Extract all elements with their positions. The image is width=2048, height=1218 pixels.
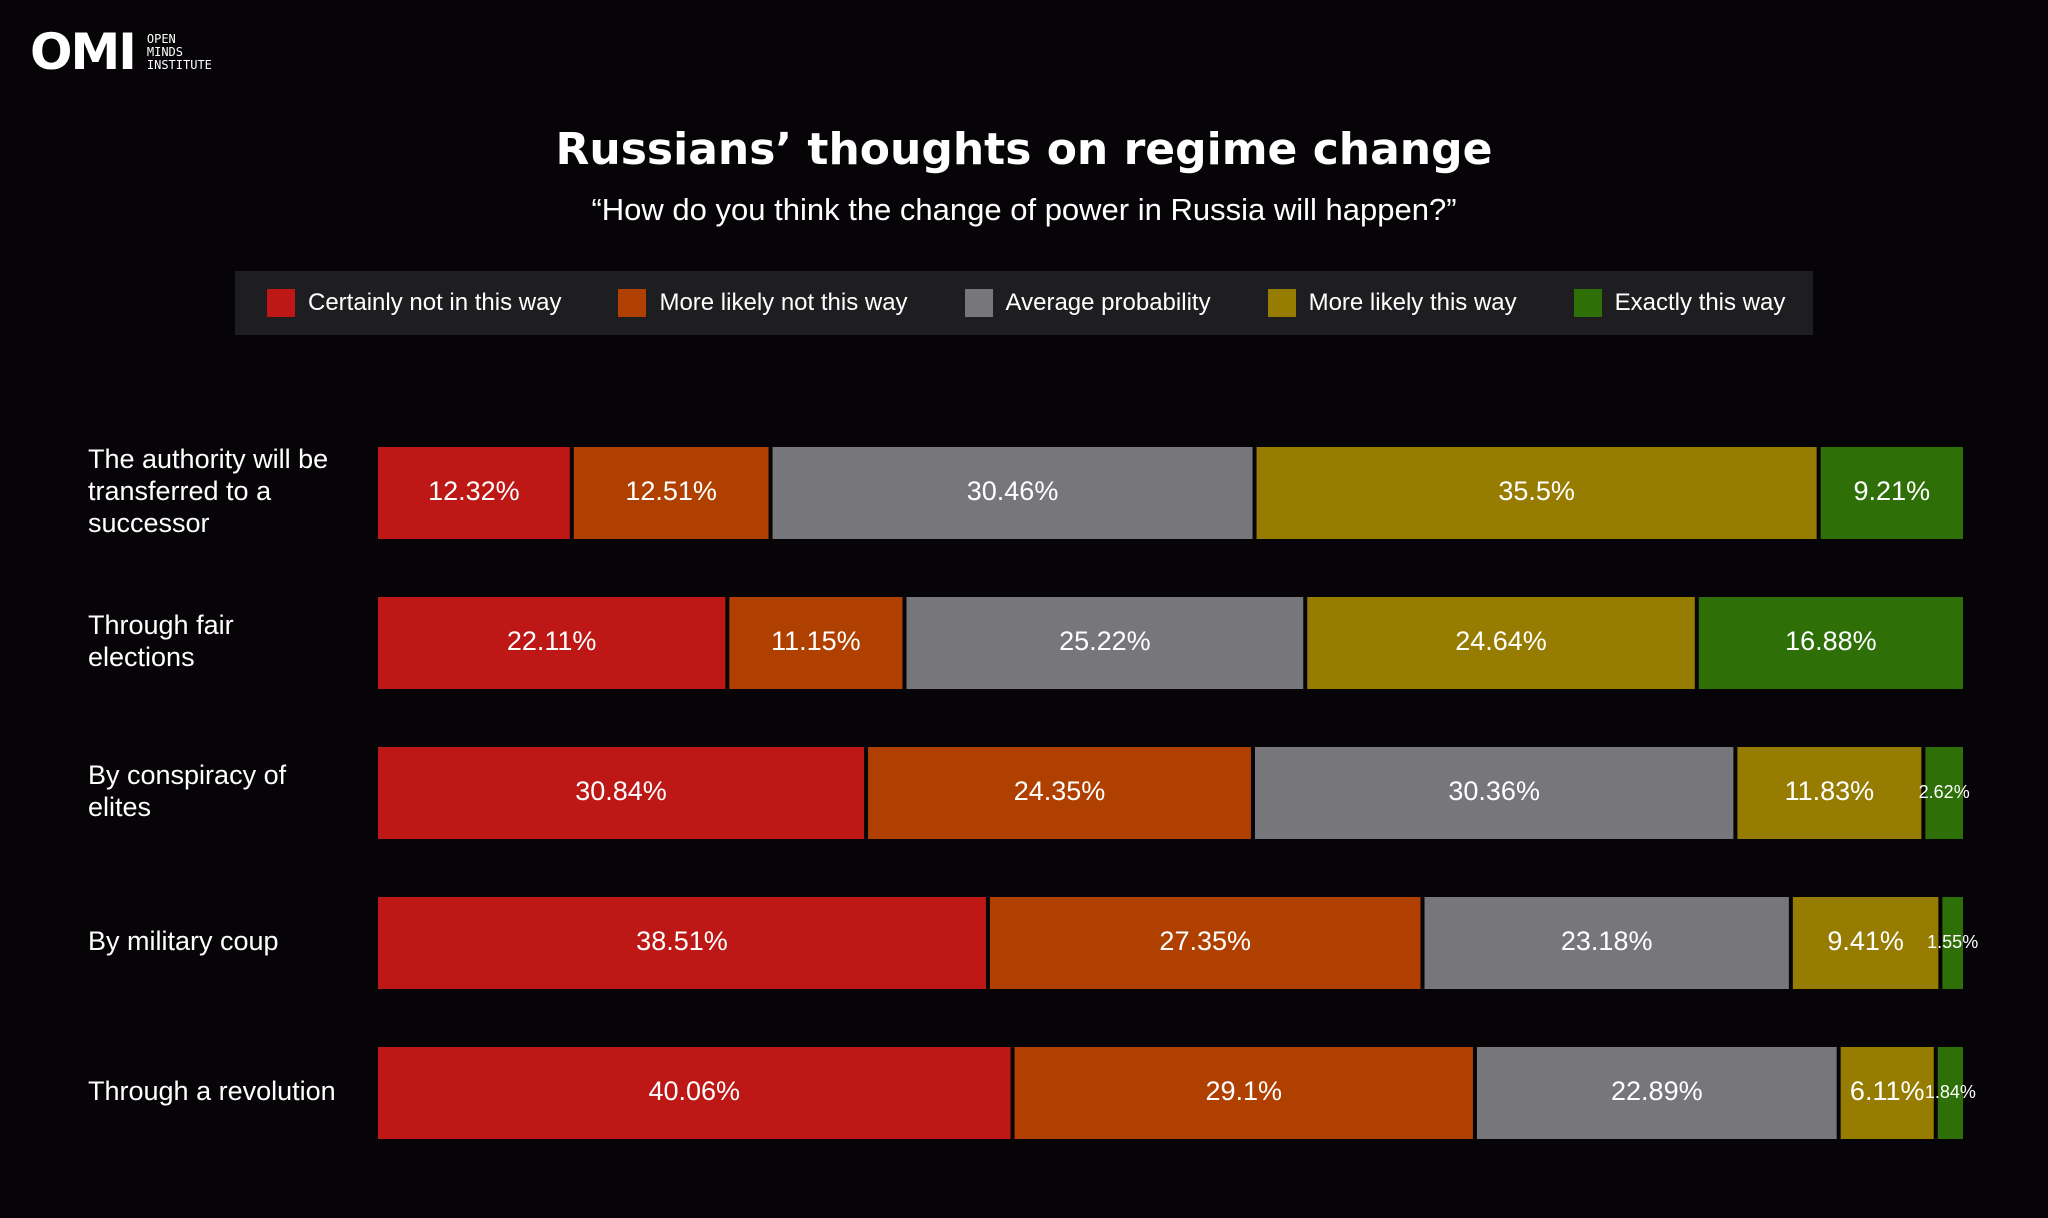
category-label: Through fair elections xyxy=(88,610,234,672)
data-label: 30.84% xyxy=(575,776,667,806)
bar-segment xyxy=(1698,597,1963,689)
data-label: 9.21% xyxy=(1854,476,1931,506)
bar-segment xyxy=(378,897,986,989)
bar-segment xyxy=(378,1047,1011,1139)
bar-segment xyxy=(1737,747,1922,839)
bar-segment xyxy=(1424,897,1789,989)
legend-swatch xyxy=(618,289,647,317)
legend-label: Certainly not in this way xyxy=(308,289,562,316)
legend-label: More likely not this way xyxy=(659,289,908,316)
data-label: 23.18% xyxy=(1561,926,1653,956)
data-label: 2.62% xyxy=(1919,782,1970,802)
bar-segment xyxy=(1254,747,1734,839)
legend-swatch xyxy=(1573,289,1602,317)
legend-label: Exactly this way xyxy=(1614,289,1786,316)
data-label: 11.15% xyxy=(771,626,861,656)
logo-line: OPEN xyxy=(146,31,176,46)
data-label: 38.51% xyxy=(636,926,728,956)
data-label: 24.35% xyxy=(1014,776,1106,806)
logo-line: INSTITUTE xyxy=(146,57,212,72)
data-label: 16.88% xyxy=(1785,626,1877,656)
data-label: 40.06% xyxy=(648,1076,740,1106)
bar-segment xyxy=(378,447,570,539)
data-label: 12.51% xyxy=(625,476,717,506)
legend-label: More likely this way xyxy=(1308,289,1517,316)
data-label: 1.84% xyxy=(1925,1082,1976,1102)
data-label: 24.64% xyxy=(1455,626,1547,656)
data-label: 11.83% xyxy=(1785,776,1875,806)
legend-swatch xyxy=(964,289,993,317)
legend-item: Certainly not in this way xyxy=(267,289,561,317)
legend-swatch xyxy=(267,289,295,317)
chart-subtitle: “How do you think the change of power in… xyxy=(591,192,1457,227)
legend-item: More likely this way xyxy=(1267,289,1517,317)
omi-logo: OMI OPEN MINDS INSTITUTE xyxy=(30,27,212,77)
data-label: 27.35% xyxy=(1159,926,1251,956)
bar-segment xyxy=(1307,597,1695,689)
legend-label: Average probability xyxy=(1005,289,1211,316)
bar-segment xyxy=(1937,1047,1963,1139)
legend: Certainly not in this way More likely not… xyxy=(235,271,1813,335)
bar-segment xyxy=(989,897,1421,989)
bar-segment xyxy=(1792,897,1939,989)
data-label: 22.89% xyxy=(1611,1076,1703,1106)
bar-segment xyxy=(906,597,1304,689)
category-label: The authority will be transferred to a suc… xyxy=(88,444,328,538)
bar-segment xyxy=(378,747,865,839)
bar-segment xyxy=(1014,1047,1473,1139)
bar-segment xyxy=(1476,1047,1837,1139)
bar-segment xyxy=(1820,447,1963,539)
category-label: By conspiracy of elites xyxy=(88,760,287,822)
data-label: 30.46% xyxy=(967,476,1059,506)
data-label: 6.11% xyxy=(1850,1076,1925,1106)
category-label: Through a revolution xyxy=(88,1076,336,1106)
bar-segment xyxy=(573,447,769,539)
logo-mark: OMI xyxy=(30,23,137,81)
data-label: 29.1% xyxy=(1205,1076,1282,1106)
data-label: 9.41% xyxy=(1827,926,1904,956)
legend-swatch xyxy=(1267,289,1296,317)
category-label: By military coup xyxy=(88,926,279,956)
legend-item: Average probability xyxy=(964,289,1211,317)
logo-wordmark: OPEN MINDS INSTITUTE xyxy=(146,31,212,72)
legend-item: Exactly this way xyxy=(1573,289,1786,317)
data-label: 25.22% xyxy=(1059,626,1151,656)
data-label: 12.32% xyxy=(428,476,520,506)
bar-segment xyxy=(729,597,903,689)
data-label: 22.11% xyxy=(507,626,597,656)
logo-line: MINDS xyxy=(146,44,183,59)
data-label: 35.5% xyxy=(1498,476,1575,506)
data-label: 1.55% xyxy=(1927,932,1978,952)
data-label: 30.36% xyxy=(1448,776,1540,806)
chart-title: Russians’ thoughts on regime change xyxy=(555,124,1493,175)
bar-segment xyxy=(1256,447,1817,539)
bar-segment xyxy=(772,447,1253,539)
bar-segment xyxy=(1925,747,1963,839)
bar-segment xyxy=(1840,1047,1934,1139)
bar-segment xyxy=(868,747,1251,839)
legend-item: More likely not this way xyxy=(618,289,908,317)
bar-segment xyxy=(378,597,726,689)
bar-segment xyxy=(1942,897,1963,989)
